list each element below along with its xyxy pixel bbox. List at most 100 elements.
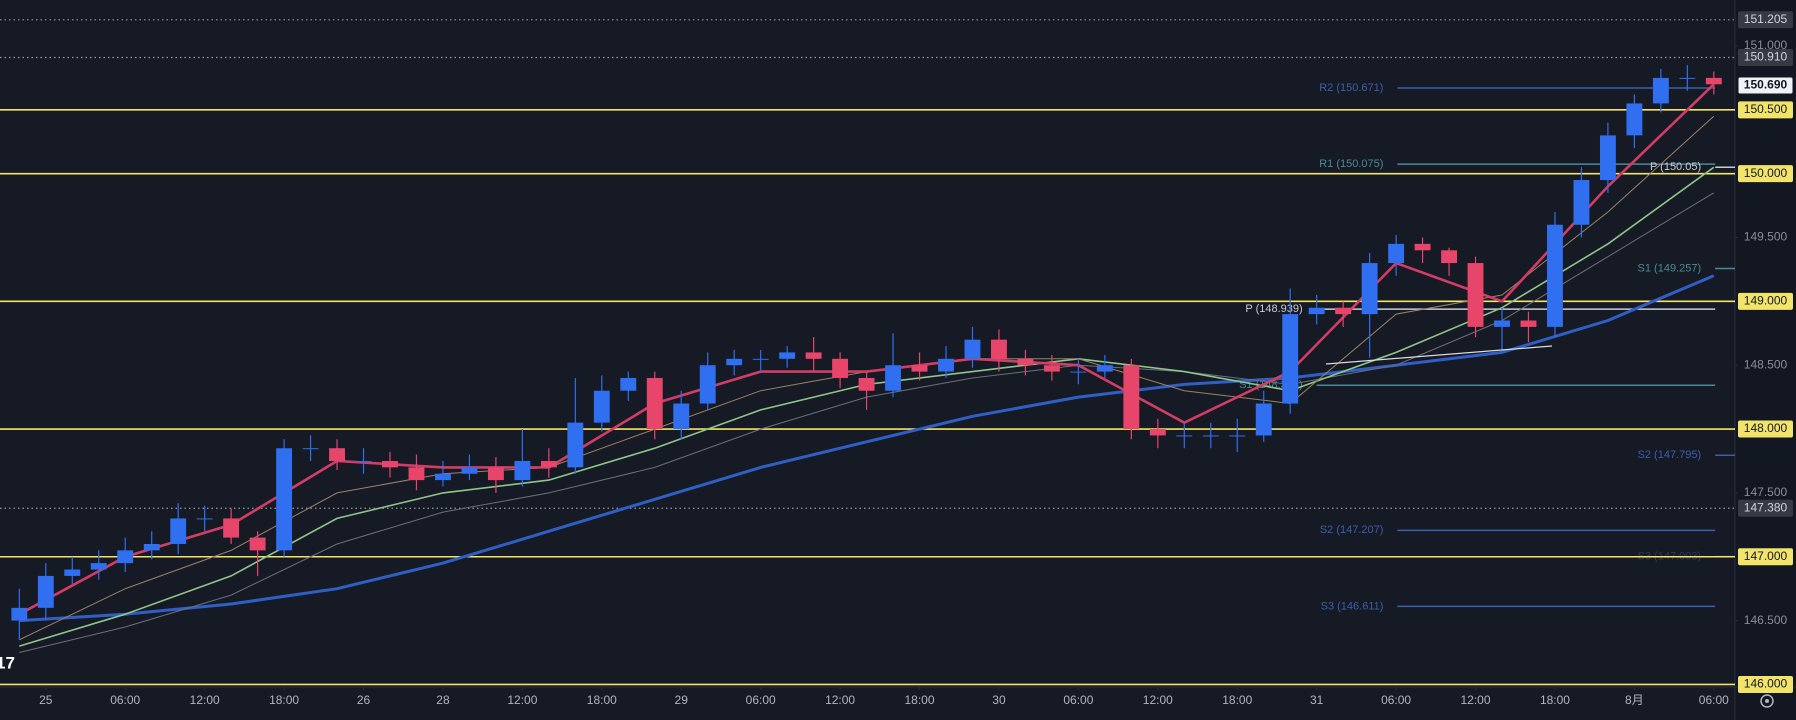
candle-body <box>302 448 319 450</box>
x-tick-label: 18:00 <box>1540 693 1570 707</box>
settings-icon-dot[interactable] <box>1765 699 1769 703</box>
candle-body <box>540 460 557 468</box>
level-label-bg <box>1738 165 1793 183</box>
pivot-label: S3 (146.611) <box>1321 600 1384 612</box>
x-tick-label: 18:00 <box>269 693 299 707</box>
candle-body <box>435 473 451 481</box>
candle-body <box>1335 307 1352 315</box>
price-label: 151.205 <box>1744 12 1788 26</box>
candle-body <box>461 467 478 474</box>
level-label-bg <box>1738 675 1793 693</box>
x-tick-label: 29 <box>675 693 689 707</box>
price-label: 147.380 <box>1744 500 1788 514</box>
level-label-bg <box>1738 292 1793 310</box>
candle-body <box>1043 365 1060 372</box>
candle-body <box>1070 371 1087 373</box>
pivot-label: S1 (149.257) <box>1638 262 1702 274</box>
x-tick-label: 8月 <box>1625 693 1644 707</box>
level-label-bg <box>1738 101 1793 119</box>
price-label: 150.690 <box>1744 78 1788 92</box>
pivot-label: R1 (150.075) <box>1319 158 1383 170</box>
candle-body <box>620 377 637 391</box>
candle-body <box>1652 77 1669 104</box>
candle-body <box>1282 314 1299 404</box>
candle-body <box>117 550 134 564</box>
pivot-label: P (150.05) <box>1650 161 1701 173</box>
candle-body <box>1520 320 1537 327</box>
candle-body <box>1414 243 1431 251</box>
x-tick-label: 18:00 <box>905 693 935 707</box>
x-tick-label: 12:00 <box>1143 693 1173 707</box>
candle-body <box>1467 263 1484 327</box>
x-tick-label: 06:00 <box>110 693 140 707</box>
candle-body <box>1573 180 1590 225</box>
settings-icon[interactable] <box>1760 694 1774 708</box>
candle-body <box>699 365 716 404</box>
candle-body <box>964 339 981 359</box>
candle-body <box>1626 103 1643 136</box>
candle-body <box>514 460 531 481</box>
candle-body <box>646 377 663 430</box>
candle-body <box>196 518 213 520</box>
candle-body <box>1441 250 1457 264</box>
candle-body <box>1229 435 1246 437</box>
candle-body <box>1202 435 1219 437</box>
price-label-bg <box>1738 48 1793 66</box>
candle-body <box>1308 307 1325 315</box>
candle-body <box>938 358 954 372</box>
axis-layer: 146.500 147.500 148.500 149.500 151.000 25 06:… <box>39 11 1794 707</box>
price-axis-panel <box>1735 0 1796 720</box>
x-tick-label: 12:00 <box>825 693 855 707</box>
candle-body <box>1096 365 1113 372</box>
candle-body <box>1705 77 1722 85</box>
candle-body <box>1679 77 1696 79</box>
x-tick-label: 06:00 <box>1699 693 1729 707</box>
level-label: 149.000 <box>1744 294 1788 308</box>
y-tick-label: 151.000 <box>1744 38 1788 52</box>
candle-body <box>858 377 875 391</box>
candle-body <box>991 339 1007 359</box>
candle-body <box>567 422 584 468</box>
candle-body <box>1361 263 1378 315</box>
candle-body <box>11 607 28 621</box>
candle-body <box>1388 243 1405 264</box>
level-label: 147.000 <box>1744 549 1788 563</box>
candle-body <box>382 460 398 468</box>
x-tick-label: 12:00 <box>190 693 220 707</box>
candle-body <box>1176 435 1193 437</box>
x-tick-label: 25 <box>39 693 53 707</box>
level-label: 150.000 <box>1744 166 1788 180</box>
pivot-label: P (148.939) <box>1245 303 1302 315</box>
candle-body <box>885 365 901 391</box>
candle-body <box>1149 429 1166 436</box>
candle-body <box>1494 320 1510 327</box>
candle-body <box>249 537 266 551</box>
candle-body <box>752 358 769 360</box>
candle-body <box>64 569 81 576</box>
x-tick-label: 06:00 <box>746 693 776 707</box>
candle-body <box>805 352 822 359</box>
x-tick-label: 31 <box>1310 693 1324 707</box>
settings-icon-ring[interactable] <box>1760 694 1774 708</box>
x-tick-label: 12:00 <box>1461 693 1491 707</box>
x-tick-label: 26 <box>357 693 371 707</box>
pivot-label: S2 (147.207) <box>1320 524 1384 536</box>
x-tick-label: 18:00 <box>1222 693 1252 707</box>
candle-body <box>1547 224 1563 327</box>
candle-body <box>487 467 504 481</box>
candle-body <box>143 543 160 551</box>
moving-average <box>19 274 1715 623</box>
pivot-label: S2 (147.795) <box>1638 449 1702 461</box>
candle-body <box>276 448 293 551</box>
y-tick-label: 148.500 <box>1744 357 1788 371</box>
y-tick-label: 146.500 <box>1744 613 1788 627</box>
level-label-bg <box>1738 420 1793 438</box>
candle-body <box>408 467 425 481</box>
candle-body <box>911 365 928 372</box>
y-tick-label: 149.500 <box>1744 230 1788 244</box>
level-label: 150.500 <box>1744 102 1788 116</box>
plot-area: R2 (150.671) R1 (150.075) P (148.939) S1 (1… <box>0 19 1735 686</box>
